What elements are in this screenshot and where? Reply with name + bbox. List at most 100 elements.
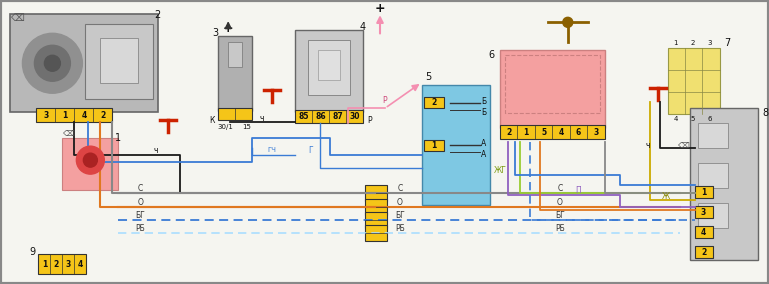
Bar bbox=[694, 226, 713, 238]
Text: 1: 1 bbox=[701, 188, 706, 197]
Text: П: П bbox=[575, 186, 581, 195]
Text: Б: Б bbox=[481, 97, 487, 106]
Text: Ж: Ж bbox=[661, 192, 670, 201]
Text: 1: 1 bbox=[431, 141, 437, 150]
Text: Р: Р bbox=[368, 116, 372, 125]
Bar bbox=[365, 199, 387, 215]
Text: РБ: РБ bbox=[395, 224, 404, 233]
Circle shape bbox=[76, 146, 105, 174]
Text: ⌫: ⌫ bbox=[677, 141, 690, 150]
Text: С: С bbox=[398, 184, 403, 193]
Text: 7: 7 bbox=[724, 38, 731, 48]
Text: 15: 15 bbox=[241, 124, 251, 130]
Text: 5: 5 bbox=[691, 116, 695, 122]
Circle shape bbox=[45, 55, 61, 71]
Bar bbox=[500, 50, 604, 128]
Text: 4: 4 bbox=[82, 111, 86, 120]
Bar bbox=[62, 138, 118, 190]
Text: 86: 86 bbox=[315, 112, 326, 121]
Text: 1: 1 bbox=[42, 260, 47, 269]
Text: 3: 3 bbox=[707, 40, 712, 46]
Bar bbox=[505, 55, 600, 113]
Bar bbox=[295, 110, 363, 123]
Text: 2: 2 bbox=[154, 10, 161, 20]
Bar bbox=[694, 246, 713, 258]
Bar bbox=[697, 203, 727, 228]
Bar bbox=[295, 30, 363, 112]
Bar bbox=[365, 225, 387, 241]
Text: ⌫: ⌫ bbox=[63, 129, 75, 138]
Bar bbox=[424, 97, 444, 108]
Text: Р: Р bbox=[383, 96, 388, 105]
Bar bbox=[318, 50, 340, 80]
Text: 6: 6 bbox=[707, 116, 712, 122]
Text: ч: ч bbox=[260, 114, 265, 123]
Text: 30/1: 30/1 bbox=[218, 124, 233, 130]
Circle shape bbox=[22, 33, 82, 93]
Text: ГЧ: ГЧ bbox=[268, 147, 277, 153]
Bar bbox=[218, 108, 252, 120]
Text: 2: 2 bbox=[431, 98, 437, 107]
Text: 6: 6 bbox=[576, 128, 581, 137]
Bar bbox=[100, 38, 138, 83]
Text: О: О bbox=[397, 198, 403, 206]
Text: БГ: БГ bbox=[555, 210, 564, 220]
Text: С: С bbox=[138, 184, 143, 193]
Text: 87: 87 bbox=[332, 112, 343, 121]
Text: 6: 6 bbox=[489, 50, 495, 60]
Text: ⌫: ⌫ bbox=[12, 13, 25, 23]
Circle shape bbox=[563, 17, 573, 27]
Text: А: А bbox=[481, 139, 487, 148]
Text: Б: Б bbox=[481, 108, 487, 117]
Text: 4: 4 bbox=[701, 227, 706, 237]
Text: А: А bbox=[481, 150, 487, 159]
Bar bbox=[424, 140, 444, 151]
Text: 8: 8 bbox=[763, 108, 768, 118]
Text: 5: 5 bbox=[541, 128, 546, 137]
Text: ЖГ: ЖГ bbox=[494, 166, 506, 175]
Text: +: + bbox=[223, 22, 234, 35]
Text: О: О bbox=[138, 198, 143, 206]
Text: 1: 1 bbox=[62, 111, 68, 120]
Bar bbox=[308, 40, 350, 95]
Text: БГ: БГ bbox=[135, 210, 145, 220]
Text: С: С bbox=[558, 184, 562, 193]
Text: 30: 30 bbox=[349, 112, 360, 121]
Text: 3: 3 bbox=[701, 208, 706, 217]
Bar bbox=[38, 254, 86, 274]
Bar bbox=[422, 85, 490, 205]
Text: 4: 4 bbox=[360, 22, 366, 32]
Text: 85: 85 bbox=[298, 112, 309, 121]
Circle shape bbox=[83, 153, 98, 167]
Text: РБ: РБ bbox=[135, 224, 145, 233]
Text: ч: ч bbox=[153, 146, 158, 155]
Text: 4: 4 bbox=[558, 128, 564, 137]
Text: БГ: БГ bbox=[395, 210, 404, 220]
Text: 1: 1 bbox=[674, 40, 678, 46]
Bar bbox=[694, 206, 713, 218]
Bar bbox=[365, 185, 387, 201]
Text: 3: 3 bbox=[212, 28, 218, 38]
Text: Г: Г bbox=[308, 146, 312, 155]
Bar bbox=[228, 42, 242, 67]
Bar bbox=[218, 36, 252, 111]
Text: 2: 2 bbox=[506, 128, 511, 137]
Text: 2: 2 bbox=[691, 40, 695, 46]
Bar bbox=[690, 108, 757, 260]
Text: 2: 2 bbox=[100, 111, 105, 120]
Text: О: О bbox=[557, 198, 563, 206]
Text: 5: 5 bbox=[424, 72, 431, 82]
Bar bbox=[697, 163, 727, 188]
Bar bbox=[697, 123, 727, 148]
Text: 4: 4 bbox=[78, 260, 83, 269]
Bar bbox=[500, 125, 604, 139]
Text: 9: 9 bbox=[29, 247, 35, 257]
Bar bbox=[36, 108, 112, 122]
Bar bbox=[85, 24, 153, 99]
Text: 4: 4 bbox=[674, 116, 677, 122]
Bar bbox=[694, 186, 713, 198]
Text: 1: 1 bbox=[115, 133, 122, 143]
Text: 2: 2 bbox=[54, 260, 59, 269]
Circle shape bbox=[35, 45, 71, 81]
Text: 3: 3 bbox=[66, 260, 71, 269]
